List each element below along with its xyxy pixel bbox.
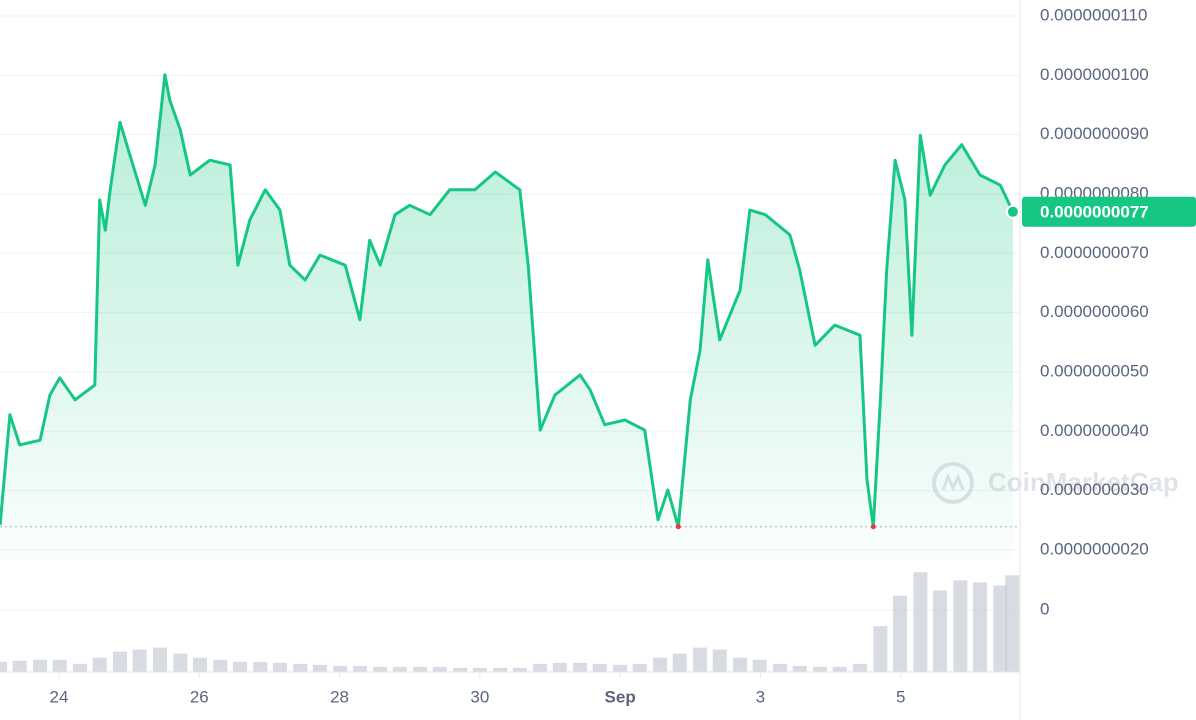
x-tick-label: 3 xyxy=(756,687,765,706)
volume-bar xyxy=(392,666,407,672)
volume-bar xyxy=(693,647,708,672)
volume-bar xyxy=(512,667,527,672)
x-tick-label: 28 xyxy=(330,687,349,706)
volume-bar xyxy=(653,657,668,672)
price-line xyxy=(0,73,1015,529)
volume-bar xyxy=(832,666,847,672)
y-tick-label: 0.0000000060 xyxy=(1040,302,1149,321)
volume-bar xyxy=(792,665,807,672)
volume-bar xyxy=(552,662,567,672)
volume-bar xyxy=(373,666,388,672)
volume-bar xyxy=(853,663,868,672)
y-tick-label: 0.0000000070 xyxy=(1040,243,1149,262)
volume-bar xyxy=(632,663,647,672)
volume-bar xyxy=(773,663,788,672)
volume-bar xyxy=(92,657,107,672)
volume-bar xyxy=(0,661,8,672)
volume-bar xyxy=(893,595,908,672)
volume-bar xyxy=(432,666,447,672)
volume-bar xyxy=(592,663,607,672)
y-tick-label: 0.0000000030 xyxy=(1040,480,1149,499)
y-tick-label: 0.0000000100 xyxy=(1040,65,1149,84)
volume-bar xyxy=(413,666,428,672)
volume-bar xyxy=(333,665,348,672)
volume-bar xyxy=(873,626,888,672)
volume-bar xyxy=(352,665,367,672)
volume-bar xyxy=(972,582,987,672)
volume-bar xyxy=(533,663,548,672)
volume-bar xyxy=(192,657,207,672)
volume-bar xyxy=(472,667,487,672)
volume-bar xyxy=(932,590,947,672)
volume-bar xyxy=(132,649,147,672)
axes: 0.0000000020 0.0000000030 0.0000000040 0.00… xyxy=(50,6,1196,706)
volume-bar xyxy=(672,653,687,672)
watermark-logo-mark xyxy=(941,473,965,492)
volume-bar xyxy=(913,572,928,672)
y-tick-label: 0.0000000050 xyxy=(1040,361,1149,380)
volume-bar xyxy=(152,647,167,672)
volume-bar xyxy=(312,664,327,672)
last-point xyxy=(1005,204,1020,219)
volume-bar xyxy=(453,667,468,672)
volume-bar xyxy=(272,662,287,672)
price-tag-label: 0.0000000077 xyxy=(1040,202,1149,221)
volume-bar xyxy=(712,649,727,672)
volume-bar xyxy=(813,666,828,672)
volume-tick-label: 0 xyxy=(1040,599,1049,618)
volume-bar xyxy=(113,651,128,672)
low-marker xyxy=(870,524,876,530)
x-tick-label: 5 xyxy=(896,687,905,706)
plot xyxy=(0,73,1020,560)
volume-bar xyxy=(993,585,1008,672)
volume-bar xyxy=(733,657,748,672)
volume-bar xyxy=(1005,575,1020,672)
volume-bar xyxy=(173,653,188,672)
volume-bar xyxy=(613,664,628,672)
volume-bar xyxy=(52,659,67,672)
volume-bar xyxy=(953,580,968,672)
price-tag xyxy=(1022,196,1196,227)
volume-bar xyxy=(73,663,88,672)
volume-bar xyxy=(752,659,767,672)
y-tick-label: 0.0000000020 xyxy=(1040,539,1149,558)
y-tick-label: 0.0000000040 xyxy=(1040,421,1149,440)
volume-bar xyxy=(293,663,308,672)
y-tick-label: 0.0000000110 xyxy=(1040,6,1147,25)
volume-bars xyxy=(0,572,1020,672)
price-area xyxy=(0,74,1013,560)
watermark-logo xyxy=(932,462,974,504)
volume-bar xyxy=(573,662,588,672)
volume-bar xyxy=(12,660,27,672)
x-tick-label: 30 xyxy=(470,687,489,706)
x-tick-label: 26 xyxy=(190,687,209,706)
x-tick-label: Sep xyxy=(605,687,636,706)
x-tick-label: 24 xyxy=(50,687,69,706)
volume-bar xyxy=(213,659,228,672)
volume-bar xyxy=(232,661,247,672)
y-tick-label: 0.0000000090 xyxy=(1040,124,1149,143)
volume-bar xyxy=(253,661,268,672)
volume-bar xyxy=(493,667,508,672)
low-marker xyxy=(675,524,681,530)
volume-bar xyxy=(33,659,48,672)
